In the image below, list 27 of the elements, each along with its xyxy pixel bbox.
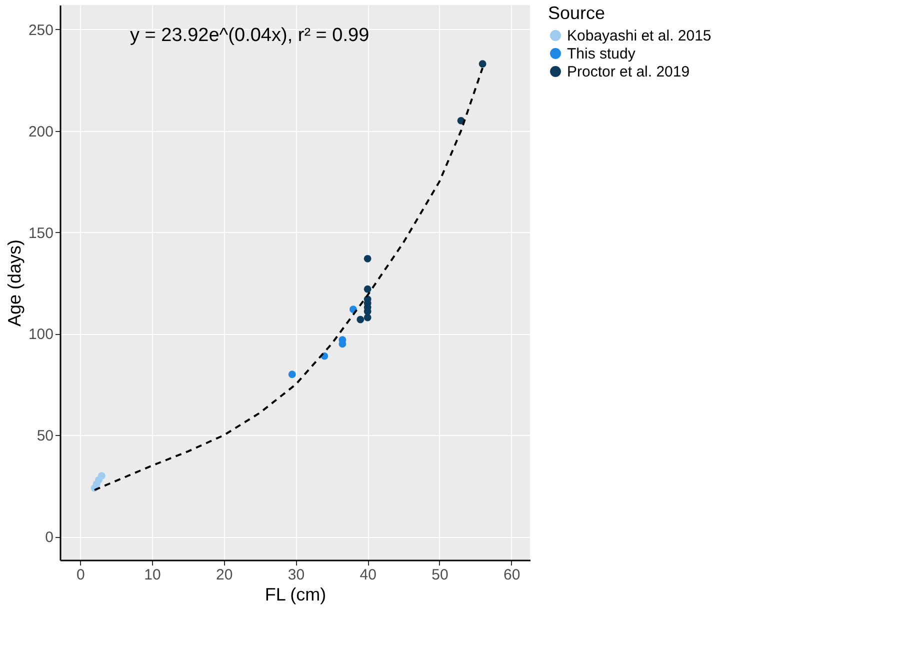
x-axis-title: FL (cm) xyxy=(264,584,326,604)
x-tick-label: 30 xyxy=(288,566,305,584)
y-tick-label: 250 xyxy=(28,22,54,39)
legend-title: Source xyxy=(548,3,606,23)
y-axis-title: Age (days) xyxy=(4,239,24,327)
x-tick-label: 10 xyxy=(144,566,161,584)
point xyxy=(98,472,106,480)
point xyxy=(288,370,296,378)
x-tick-label: 20 xyxy=(216,566,233,584)
y-tick-label: 100 xyxy=(28,326,54,344)
point xyxy=(364,314,372,322)
point xyxy=(356,316,364,324)
x-tick-label: 40 xyxy=(360,566,376,584)
y-tick-label: 150 xyxy=(28,224,54,242)
point xyxy=(364,254,372,262)
point xyxy=(478,60,486,68)
legend-label: Kobayashi et al. 2015 xyxy=(567,28,712,44)
y-tick-label: 0 xyxy=(45,529,54,546)
x-tick-label: 60 xyxy=(503,566,520,584)
legend-label: This study xyxy=(567,46,636,62)
y-tick-label: 50 xyxy=(36,428,54,445)
annotation: y = 23.92e^(0.04x), r² = 0.99 xyxy=(130,25,370,46)
point xyxy=(364,285,372,293)
x-tick-label: 50 xyxy=(432,566,448,584)
y-tick-label: 200 xyxy=(28,123,54,140)
legend-label: Proctor et al. 2019 xyxy=(567,64,690,80)
x-tick-label: 0 xyxy=(76,566,85,584)
